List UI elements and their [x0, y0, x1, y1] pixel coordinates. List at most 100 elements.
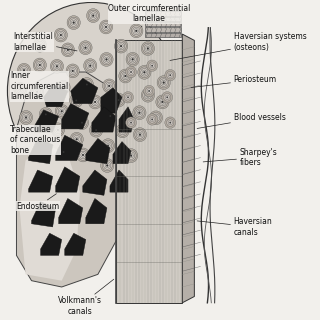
Circle shape [116, 98, 121, 102]
Circle shape [126, 52, 139, 66]
Circle shape [61, 43, 75, 57]
Circle shape [124, 75, 126, 77]
Polygon shape [110, 170, 128, 192]
Circle shape [61, 150, 66, 154]
Circle shape [60, 84, 67, 91]
Circle shape [103, 140, 113, 151]
Circle shape [39, 108, 52, 121]
Circle shape [66, 64, 79, 78]
Circle shape [101, 54, 112, 65]
Circle shape [64, 46, 71, 54]
Circle shape [169, 74, 171, 76]
Circle shape [168, 73, 172, 77]
Circle shape [61, 85, 66, 90]
Circle shape [60, 109, 64, 114]
Circle shape [73, 97, 80, 104]
Circle shape [169, 122, 171, 124]
Circle shape [106, 164, 108, 166]
Circle shape [105, 111, 116, 121]
Circle shape [21, 112, 31, 123]
Circle shape [35, 60, 45, 70]
Circle shape [63, 86, 64, 88]
Circle shape [165, 117, 176, 128]
Circle shape [54, 28, 68, 42]
Circle shape [20, 110, 33, 124]
Circle shape [104, 81, 114, 91]
Circle shape [102, 160, 112, 171]
Circle shape [55, 64, 59, 68]
Circle shape [119, 127, 126, 135]
Circle shape [146, 93, 150, 97]
Circle shape [67, 49, 69, 51]
Circle shape [67, 49, 69, 51]
Circle shape [33, 58, 46, 72]
Circle shape [68, 17, 79, 28]
Circle shape [155, 117, 157, 119]
Circle shape [157, 76, 170, 90]
Circle shape [137, 110, 141, 115]
Circle shape [155, 117, 157, 119]
Circle shape [17, 63, 31, 77]
Circle shape [107, 84, 111, 88]
Circle shape [95, 129, 97, 131]
Circle shape [138, 65, 151, 79]
Circle shape [118, 99, 119, 101]
Circle shape [39, 44, 41, 46]
Circle shape [156, 95, 169, 109]
Circle shape [44, 112, 48, 116]
Circle shape [151, 118, 153, 120]
Circle shape [75, 116, 89, 130]
Polygon shape [32, 202, 56, 227]
Circle shape [159, 77, 169, 88]
Circle shape [38, 43, 42, 47]
Circle shape [133, 128, 147, 141]
Circle shape [56, 65, 58, 67]
Circle shape [151, 65, 153, 67]
Circle shape [39, 44, 41, 46]
Circle shape [71, 69, 75, 73]
Circle shape [63, 44, 73, 55]
Circle shape [130, 155, 132, 156]
Circle shape [86, 84, 88, 85]
Polygon shape [86, 139, 110, 164]
Circle shape [69, 67, 76, 75]
Circle shape [92, 15, 94, 17]
Circle shape [162, 101, 163, 103]
Circle shape [80, 120, 84, 125]
Circle shape [122, 130, 124, 132]
Circle shape [118, 99, 119, 101]
Circle shape [100, 52, 113, 66]
Circle shape [81, 122, 83, 124]
Circle shape [37, 138, 47, 148]
Polygon shape [44, 85, 68, 107]
Text: Inner
circumferential
lamellae: Inner circumferential lamellae [11, 71, 69, 101]
Circle shape [78, 119, 86, 126]
Circle shape [139, 134, 141, 136]
Circle shape [57, 129, 59, 131]
Circle shape [129, 153, 133, 158]
Circle shape [73, 135, 80, 143]
Polygon shape [145, 17, 181, 21]
Circle shape [54, 126, 61, 134]
Circle shape [144, 85, 155, 97]
Circle shape [90, 97, 100, 107]
Circle shape [163, 82, 164, 84]
Circle shape [89, 95, 102, 109]
Circle shape [41, 142, 43, 144]
Circle shape [139, 67, 149, 78]
Circle shape [122, 72, 129, 80]
Circle shape [25, 116, 27, 118]
Circle shape [14, 82, 27, 96]
Circle shape [148, 90, 150, 92]
Circle shape [17, 85, 24, 93]
Circle shape [124, 75, 126, 77]
Circle shape [120, 45, 122, 47]
Circle shape [119, 44, 123, 48]
Circle shape [93, 100, 97, 104]
Circle shape [129, 55, 136, 63]
Circle shape [129, 70, 133, 74]
Circle shape [113, 95, 124, 106]
Circle shape [167, 71, 174, 79]
Circle shape [106, 59, 108, 60]
Circle shape [73, 22, 75, 24]
